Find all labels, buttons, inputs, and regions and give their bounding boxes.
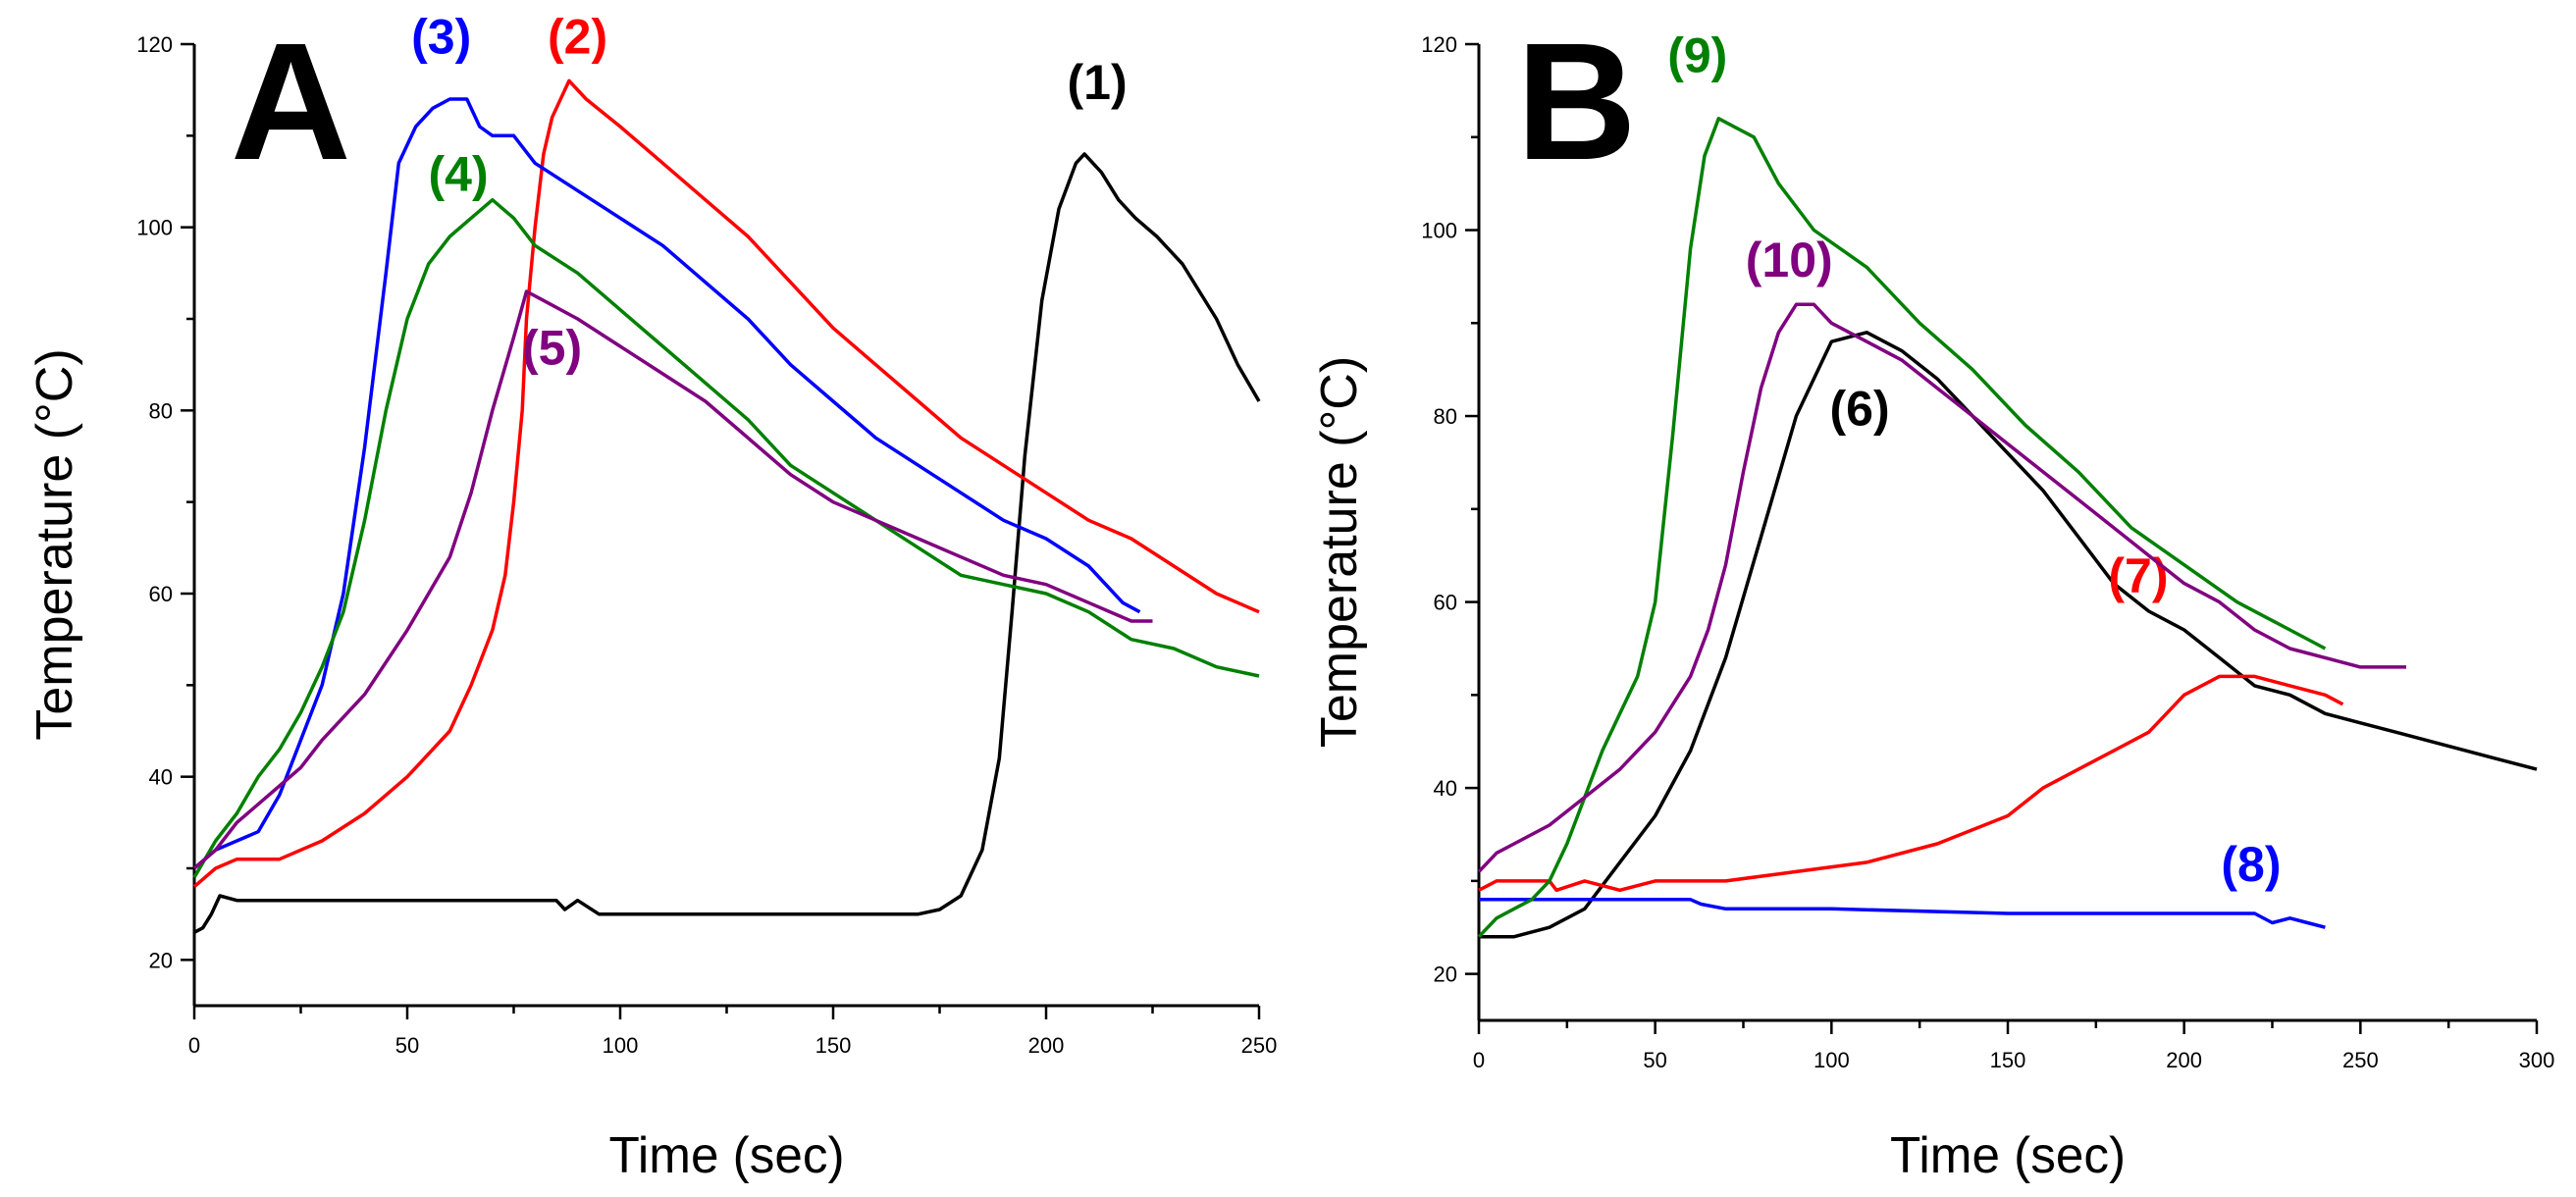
panel-a-series-label-3: (3): [411, 9, 471, 64]
panel-b-x-tick-label: 150: [1990, 1048, 2026, 1072]
panel-b-x-tick-label: 0: [1473, 1048, 1485, 1072]
panel-b-series-line-9: [1477, 117, 2327, 938]
panel-a-series-label-2: (2): [548, 9, 607, 64]
panel-b-x-axis-title: Time (sec): [1890, 1127, 2126, 1184]
panel-b-x-tick-label: 200: [2166, 1048, 2202, 1072]
panel-a-y-tick-label: 100: [136, 216, 173, 240]
panel-b-x-tick-label: 50: [1643, 1048, 1666, 1072]
panel-a-series-line-3: [192, 97, 1141, 870]
panel-a-letter: A: [231, 9, 351, 195]
panel-b-series-line-10: [1477, 302, 2406, 873]
panel-b-x-tick-label: 250: [2342, 1048, 2379, 1072]
panel-b-series-label-10: (10): [1746, 233, 1833, 287]
panel-b-y-tick-label: 80: [1434, 404, 1457, 429]
panel-a-x-axis-title: Time (sec): [609, 1127, 845, 1184]
panel-b-y-tick-label: 100: [1421, 219, 1457, 243]
panel-a: A 0 50 100 150 200 250 20 40 60 80 100 120 Time (sec…: [26, 9, 1277, 1184]
panel-a-series-line-1: [193, 152, 1261, 934]
panel-a-series-line-2: [192, 78, 1260, 889]
panel-a-x-tick-label: 200: [1028, 1033, 1065, 1058]
panel-b-y-tick-label: 40: [1434, 776, 1457, 801]
panel-b-series-label-9: (9): [1667, 27, 1727, 82]
panel-a-series-label-4: (4): [429, 146, 489, 201]
panel-a-y-tick-label: 120: [136, 32, 173, 57]
panel-a-series-line-4: [192, 197, 1260, 879]
panel-b: B 0 50 100 150 200 250 300 20 40 60 80 100 120 Time (…: [1311, 9, 2554, 1184]
panel-b-letter: B: [1516, 9, 1637, 195]
panel-b-series-label-7: (7): [2108, 548, 2168, 603]
panel-a-y-tick-label: 60: [149, 582, 173, 606]
panel-a-x-tick-label: 0: [188, 1033, 200, 1058]
panel-b-x-tick-label: 300: [2519, 1048, 2555, 1072]
panel-b-y-tick-label: 60: [1434, 591, 1457, 615]
panel-b-series-line-6: [1479, 331, 2538, 939]
panel-a-y-axis-title: Temperature (°C): [26, 348, 83, 740]
panel-b-series-label-8: (8): [2221, 837, 2281, 892]
panel-b-y-axis-title: Temperature (°C): [1311, 356, 1368, 748]
panel-a-y-tick-label: 20: [149, 948, 173, 972]
panel-b-series-label-6: (6): [1830, 382, 1890, 437]
panel-a-x-tick-label: 250: [1241, 1033, 1278, 1058]
panel-b-y-tick-label: 20: [1434, 963, 1457, 987]
panel-b-series-line-8: [1479, 898, 2326, 929]
panel-a-y-tick-label: 80: [149, 398, 173, 423]
panel-b-x-tick-label: 100: [1814, 1048, 1850, 1072]
panel-a-y-tick-label: 40: [149, 765, 173, 790]
panel-b-series-line-7: [1478, 674, 2344, 893]
panel-a-x-tick-label: 50: [395, 1033, 419, 1058]
panel-a-series-label-1: (1): [1068, 55, 1128, 110]
panel-a-series-label-5: (5): [522, 321, 582, 376]
panel-a-x-tick-label: 150: [815, 1033, 852, 1058]
panel-b-y-tick-label: 120: [1421, 32, 1457, 57]
panel-a-series-line-5: [192, 289, 1153, 870]
panel-a-x-tick-label: 100: [603, 1033, 639, 1058]
